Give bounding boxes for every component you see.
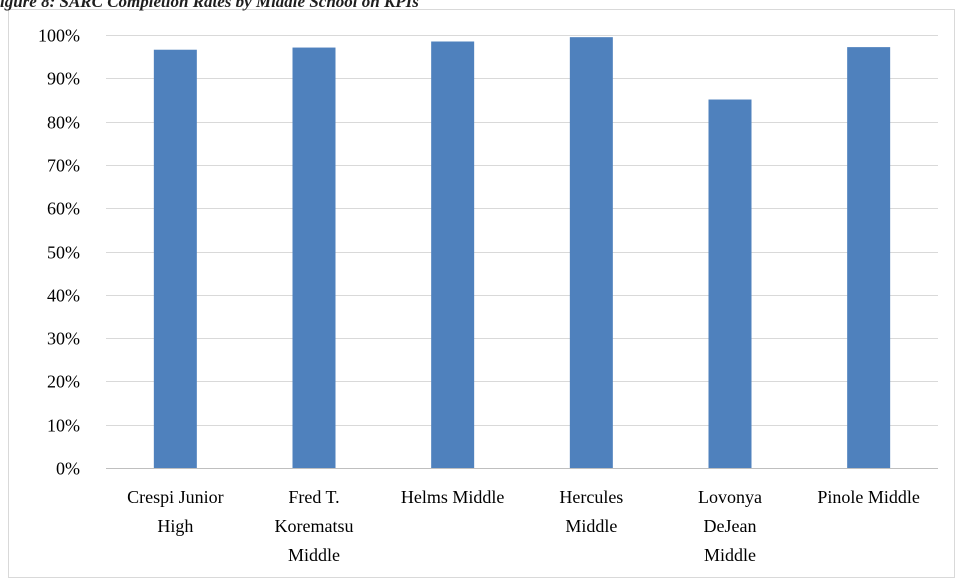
y-tick-label: 40%: [47, 286, 80, 306]
bar: [431, 41, 475, 469]
y-tick-label: 30%: [47, 329, 80, 349]
chart-title: igure 8: SARC Completion Rates by Middle…: [0, 0, 419, 11]
x-category-labels: Crespi Junior High Fred T. Korematsu Middle H…: [127, 487, 920, 565]
bar: [708, 99, 752, 468]
bar: [153, 49, 197, 469]
y-tick-label: 50%: [47, 243, 80, 263]
y-tick-label: 90%: [47, 69, 80, 89]
y-tick-label: 100%: [38, 26, 80, 46]
y-tick-label: 20%: [47, 372, 80, 392]
x-category-label: Lovonya DeJean Middle: [698, 487, 762, 565]
x-category-label: Helms Middle: [401, 487, 505, 507]
x-category-label: Crespi Junior High: [127, 487, 224, 536]
bar: [292, 47, 336, 468]
y-tick-label: 10%: [47, 416, 80, 436]
y-tick-label: 60%: [47, 199, 80, 219]
y-tick-label: 0%: [56, 459, 80, 479]
bar: [569, 37, 613, 468]
bar: [847, 47, 891, 469]
x-category-label: Hercules Middle: [559, 487, 623, 536]
y-tick-labels: 0% 10% 20% 30% 40% 50% 60% 70% 80% 90% 100%: [38, 26, 80, 479]
bars: [153, 37, 891, 469]
y-tick-label: 80%: [47, 113, 80, 133]
y-tick-label: 70%: [47, 156, 80, 176]
x-category-label: Pinole Middle: [817, 487, 920, 507]
gridlines: [106, 35, 938, 426]
x-category-label: Fred T. Korematsu Middle: [275, 487, 354, 565]
